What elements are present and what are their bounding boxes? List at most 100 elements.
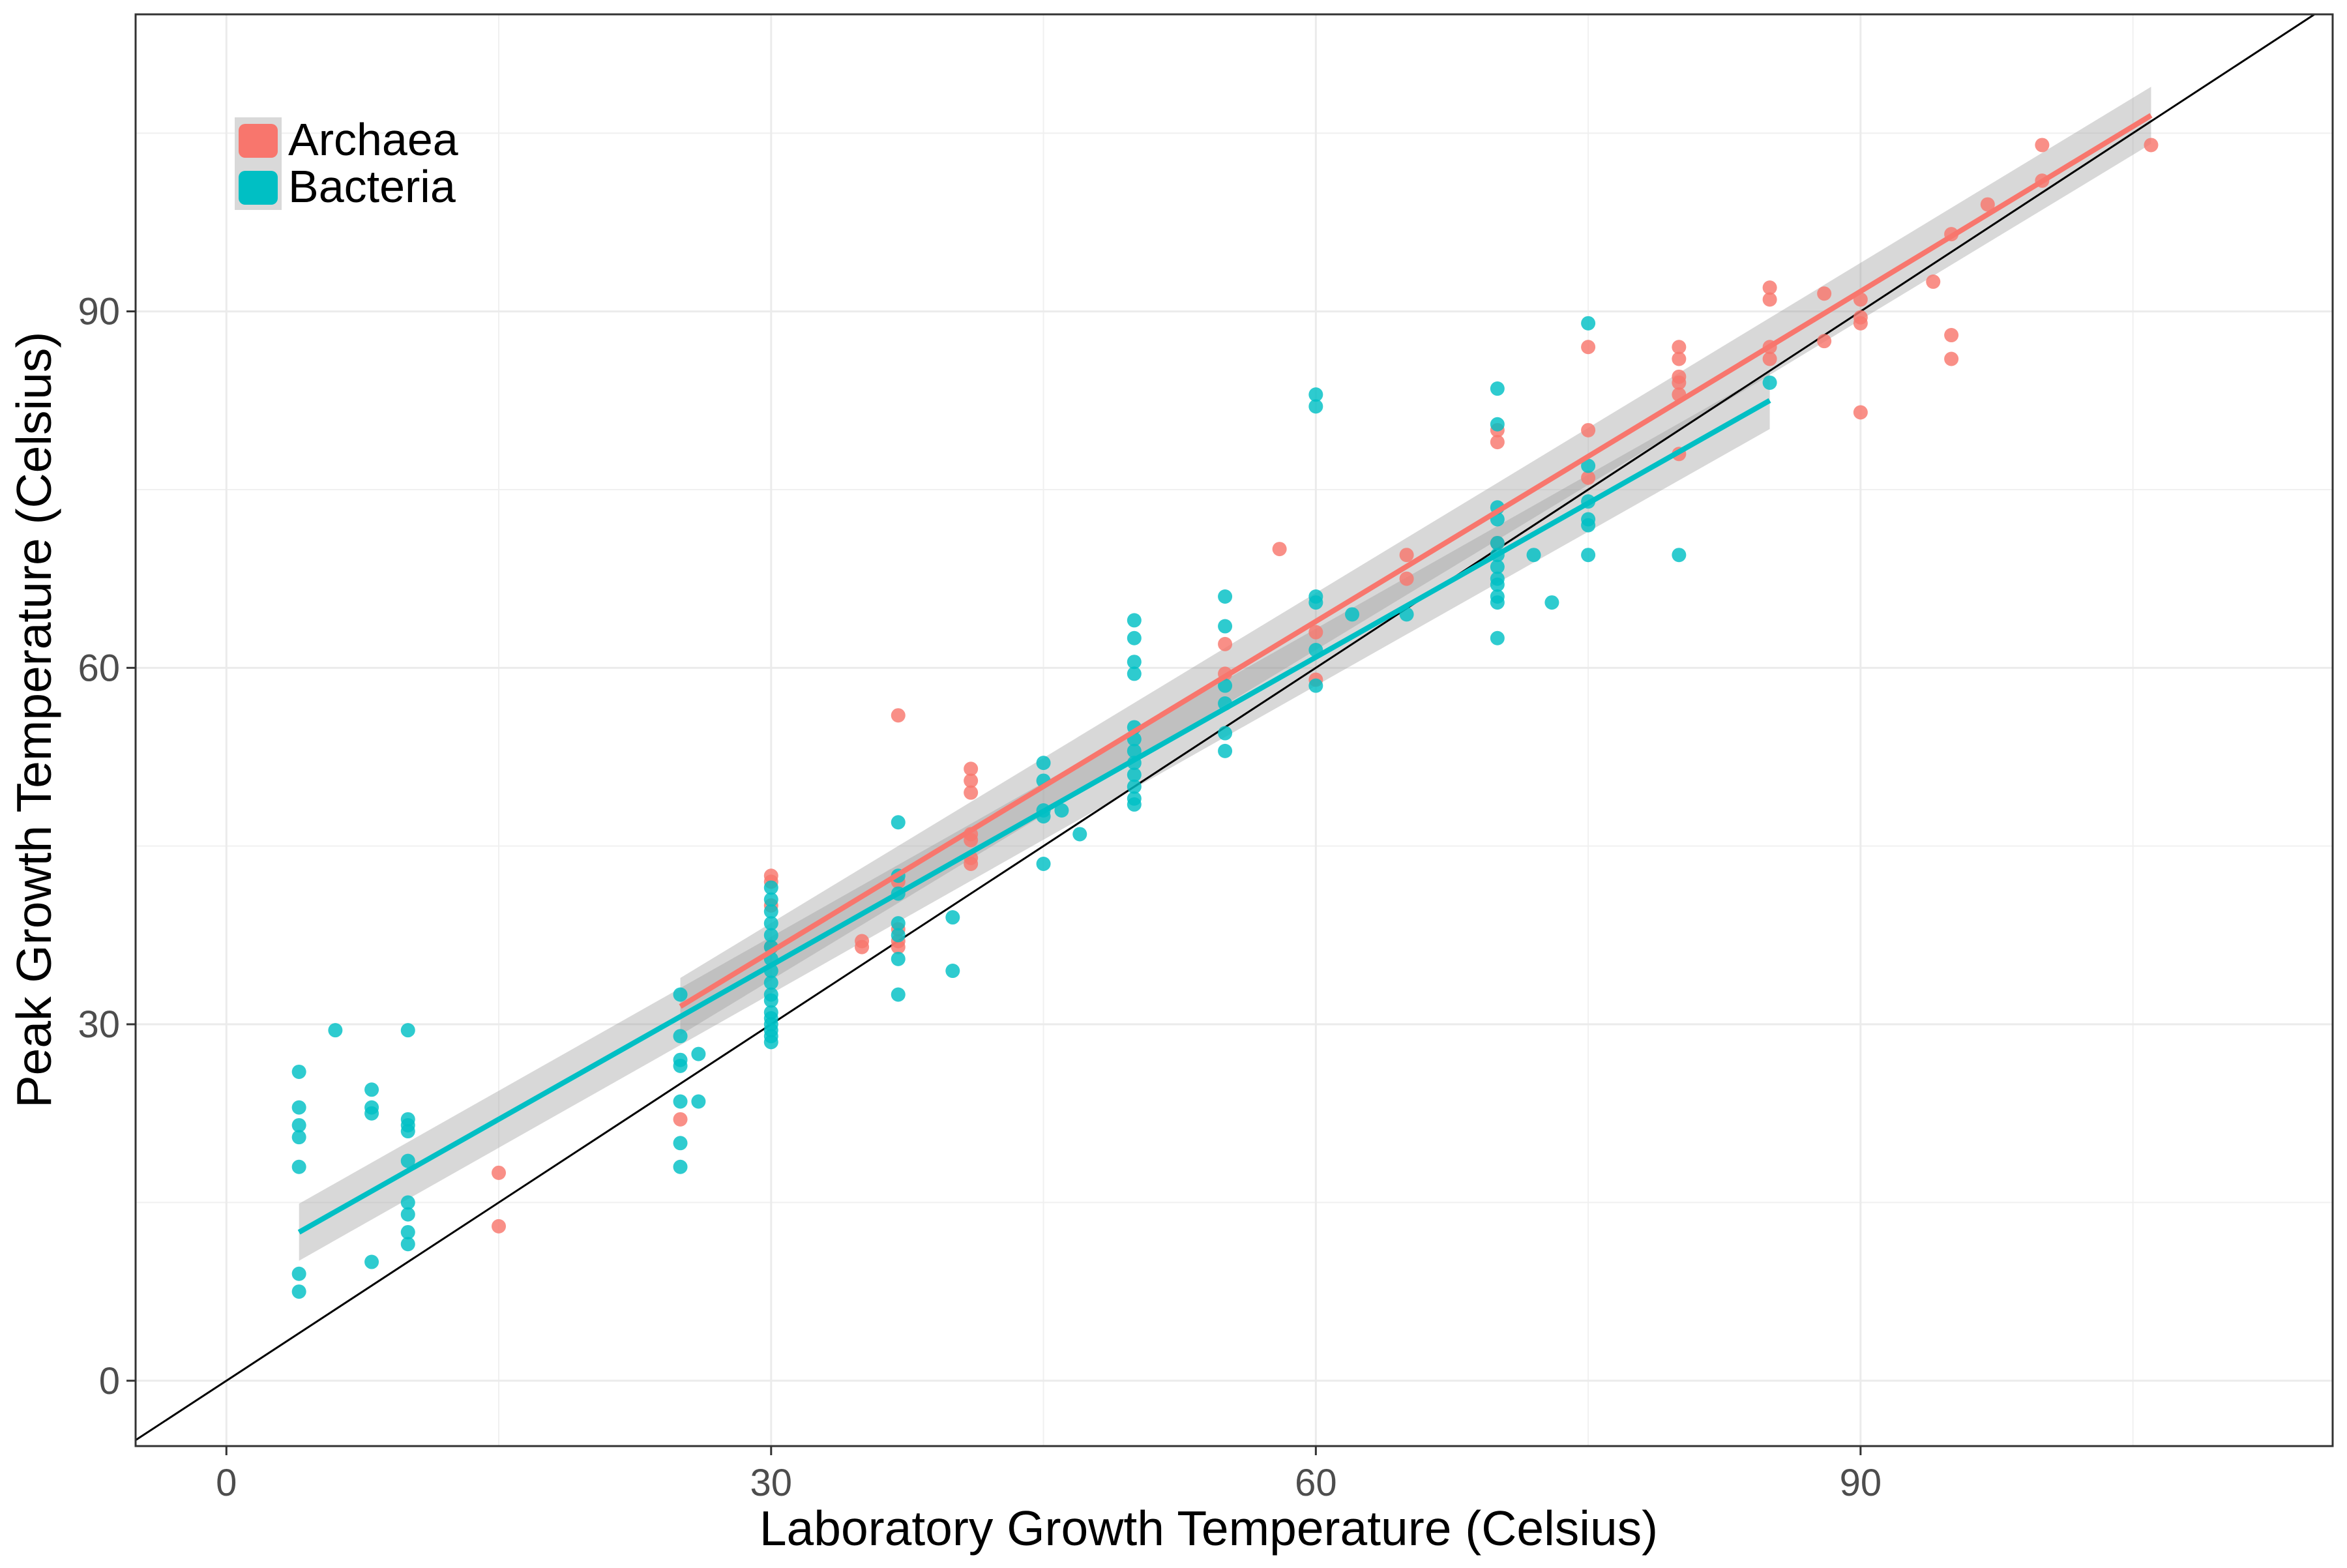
legend-label-archaea: Archaea xyxy=(288,114,458,165)
data-point-bacteria xyxy=(291,1117,306,1132)
data-point-bacteria xyxy=(1036,857,1051,872)
data-point-bacteria xyxy=(1127,630,1142,645)
x-tick-label: 30 xyxy=(750,1462,793,1504)
data-point-bacteria xyxy=(1490,595,1505,610)
legend-key-archaea xyxy=(239,124,278,158)
data-point-bacteria xyxy=(400,1124,415,1139)
data-point-bacteria xyxy=(1308,595,1323,610)
data-point-archaea xyxy=(1762,292,1777,307)
x-tick-label: 0 xyxy=(216,1462,237,1504)
data-point-bacteria xyxy=(1581,316,1596,331)
data-point-bacteria xyxy=(1127,613,1142,628)
data-point-bacteria xyxy=(1490,630,1505,645)
data-point-archaea xyxy=(1762,351,1777,366)
data-point-archaea xyxy=(891,708,906,723)
data-point-bacteria xyxy=(891,815,906,830)
data-point-archaea xyxy=(492,1165,507,1180)
data-point-bacteria xyxy=(1308,678,1323,693)
data-point-bacteria xyxy=(945,910,960,925)
data-point-bacteria xyxy=(1490,559,1505,574)
x-axis-label: Laboratory Growth Temperature (Celsius) xyxy=(760,1501,1658,1556)
data-point-archaea xyxy=(1581,340,1596,355)
data-point-bacteria xyxy=(1127,743,1142,758)
data-point-archaea xyxy=(1853,405,1868,420)
data-point-bacteria xyxy=(400,1207,415,1222)
data-point-bacteria xyxy=(1072,827,1087,842)
data-point-bacteria xyxy=(1218,726,1233,741)
data-point-archaea xyxy=(1218,636,1233,651)
data-point-bacteria xyxy=(400,1224,415,1239)
data-point-bacteria xyxy=(763,1035,778,1050)
data-point-bacteria xyxy=(1581,458,1596,473)
data-point-archaea xyxy=(1399,548,1414,563)
data-point-bacteria xyxy=(763,892,778,907)
data-point-archaea xyxy=(492,1219,507,1234)
data-point-bacteria xyxy=(1490,535,1505,550)
data-point-bacteria xyxy=(891,928,906,943)
data-point-archaea xyxy=(964,785,979,800)
data-point-bacteria xyxy=(1127,779,1142,794)
data-point-archaea xyxy=(1980,197,1995,212)
data-point-archaea xyxy=(1272,542,1287,557)
legend-key-bacteria xyxy=(239,171,278,205)
data-point-bacteria xyxy=(673,1094,688,1109)
data-point-archaea xyxy=(1817,334,1832,349)
data-point-bacteria xyxy=(291,1130,306,1145)
data-point-archaea xyxy=(673,1112,688,1127)
data-point-bacteria xyxy=(364,1106,379,1121)
data-point-bacteria xyxy=(1526,548,1541,563)
data-point-bacteria xyxy=(763,880,778,895)
data-point-bacteria xyxy=(1036,756,1051,771)
data-point-bacteria xyxy=(763,993,778,1008)
data-point-bacteria xyxy=(891,951,906,966)
data-point-archaea xyxy=(1581,422,1596,437)
data-point-bacteria xyxy=(400,1023,415,1038)
data-point-bacteria xyxy=(291,1100,306,1115)
data-point-bacteria xyxy=(1218,619,1233,634)
data-point-archaea xyxy=(2144,138,2159,153)
axis-ticks: 0 30 60 90 0 30 60 90 xyxy=(78,291,1882,1504)
data-point-archaea xyxy=(2035,138,2050,153)
data-point-bacteria xyxy=(1581,518,1596,533)
data-point-archaea xyxy=(964,762,979,777)
data-point-archaea xyxy=(1672,375,1687,390)
data-point-bacteria xyxy=(1127,666,1142,681)
data-point-bacteria xyxy=(691,1094,706,1109)
data-point-archaea xyxy=(1308,625,1323,640)
data-point-bacteria xyxy=(673,1029,688,1044)
plot-panel-border xyxy=(134,13,2334,1447)
x-tick-label: 60 xyxy=(1295,1462,1337,1504)
data-point-bacteria xyxy=(1544,595,1559,610)
regression-line-bacteria xyxy=(297,398,1771,1235)
data-point-bacteria xyxy=(891,987,906,1002)
data-point-bacteria xyxy=(1127,655,1142,670)
data-point-bacteria xyxy=(364,1082,379,1097)
data-point-bacteria xyxy=(291,1284,306,1299)
data-point-bacteria xyxy=(1218,589,1233,604)
data-point-bacteria xyxy=(763,928,778,943)
data-point-bacteria xyxy=(763,916,778,931)
data-point-bacteria xyxy=(673,1136,688,1151)
data-point-bacteria xyxy=(400,1237,415,1252)
y-axis-label: Peak Growth Temperature (Celsius) xyxy=(7,332,61,1108)
grid xyxy=(136,14,2333,1446)
data-point-bacteria xyxy=(328,1023,343,1038)
data-point-archaea xyxy=(1762,280,1777,295)
data-point-bacteria xyxy=(1127,797,1142,812)
data-point-archaea xyxy=(1926,274,1941,289)
y-tick-label: 60 xyxy=(78,647,120,689)
legend: Archaea Bacteria xyxy=(235,114,458,212)
data-point-bacteria xyxy=(1581,548,1596,563)
x-tick-label: 90 xyxy=(1840,1462,1882,1504)
data-point-bacteria xyxy=(673,987,688,1002)
data-point-bacteria xyxy=(1490,417,1505,432)
data-point-bacteria xyxy=(945,964,960,979)
data-point-archaea xyxy=(964,833,979,848)
data-point-bacteria xyxy=(291,1266,306,1281)
data-point-bacteria xyxy=(1127,767,1142,782)
data-point-bacteria xyxy=(291,1064,306,1079)
data-point-archaea xyxy=(891,939,906,954)
data-point-bacteria xyxy=(763,904,778,919)
data-points xyxy=(291,138,2159,1299)
